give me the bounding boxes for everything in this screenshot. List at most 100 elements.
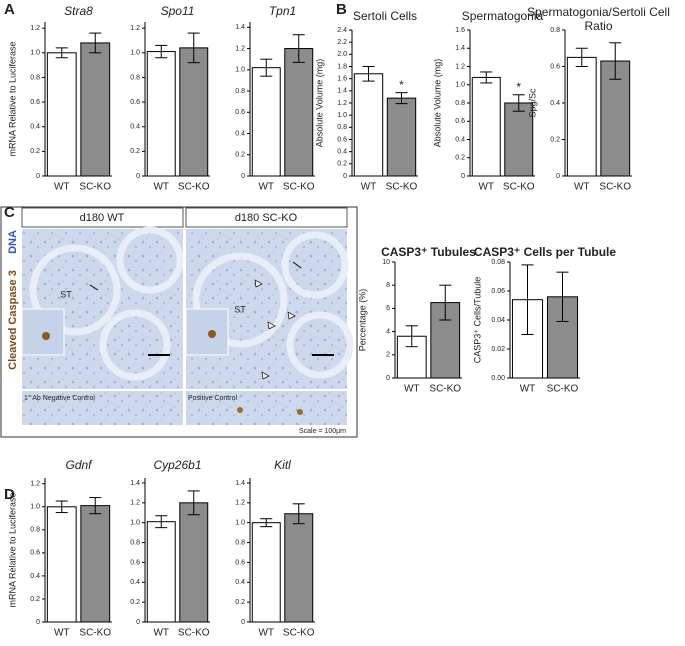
y-tick-label: 1.2 bbox=[30, 481, 40, 488]
x-tick-label: SC-KO bbox=[178, 628, 210, 639]
y-tick-label: 0.8 bbox=[30, 527, 40, 534]
x-tick-label: WT bbox=[54, 182, 70, 193]
y-tick-label: 0.2 bbox=[550, 136, 560, 143]
panel-label: A bbox=[4, 1, 15, 18]
chart-title: CASP3⁺ Cells per Tubule bbox=[474, 245, 616, 259]
y-axis-label: mRNA Relative to Luciferase bbox=[7, 492, 17, 607]
chart-title: Sertoli Cells bbox=[353, 9, 417, 23]
y-tick-label: 0 bbox=[36, 619, 40, 626]
y-tick-label: 1.0 bbox=[30, 504, 40, 511]
y-tick-label: 1.0 bbox=[235, 520, 245, 527]
y-tick-label: 0.08 bbox=[491, 259, 505, 266]
side-label-stain: DNA bbox=[7, 230, 19, 254]
chart-title: Kitl bbox=[274, 458, 291, 472]
y-tick-label: 0.2 bbox=[235, 599, 245, 606]
y-axis-label: Absolute Volume (mg) bbox=[432, 59, 442, 148]
y-tick-label: 0.2 bbox=[30, 596, 40, 603]
x-tick-label: SC-KO bbox=[503, 182, 535, 193]
bar bbox=[386, 97, 417, 177]
y-tick-label: 0.4 bbox=[30, 124, 40, 131]
y-axis-label: Spg/Sc bbox=[527, 88, 537, 118]
error-bar bbox=[260, 58, 273, 77]
y-tick-label: 1.0 bbox=[337, 112, 347, 119]
x-tick-label: SC-KO bbox=[79, 182, 111, 193]
chart-title: CASP3⁺ Tubules bbox=[381, 245, 476, 259]
error-bar bbox=[155, 44, 168, 59]
bar bbox=[179, 47, 209, 177]
y-tick-label: 0.4 bbox=[337, 149, 347, 156]
y-tick-label: 0.4 bbox=[130, 579, 140, 586]
error-bar bbox=[55, 500, 68, 514]
bar bbox=[284, 513, 314, 623]
y-tick-label: 1.4 bbox=[337, 88, 347, 95]
x-tick-label: SC-KO bbox=[283, 628, 315, 639]
panel-label: C bbox=[4, 204, 15, 221]
bar bbox=[471, 76, 501, 177]
x-tick-label: SC-KO bbox=[283, 182, 315, 193]
y-tick-label: 0.02 bbox=[491, 346, 505, 353]
y-tick-label: 0.4 bbox=[130, 124, 140, 131]
bar bbox=[80, 42, 111, 177]
bar bbox=[566, 56, 597, 177]
scale-label: Scale = 100µm bbox=[299, 428, 346, 435]
image-header-box bbox=[21, 207, 184, 228]
y-tick-label: 1.0 bbox=[235, 67, 245, 74]
x-tick-label: SC-KO bbox=[429, 384, 461, 395]
image-title: d180 SC-KO bbox=[235, 212, 298, 224]
chart-title: Spermatogonia/Sertoli Cell Ratio bbox=[527, 5, 670, 33]
control-image bbox=[186, 391, 347, 425]
inset bbox=[21, 308, 65, 356]
y-tick-label: 0.6 bbox=[30, 550, 40, 557]
error-bar bbox=[260, 518, 273, 528]
image-frame bbox=[0, 206, 358, 438]
inset bbox=[185, 308, 229, 356]
y-tick-label: 1.2 bbox=[130, 500, 140, 507]
x-tick-label: WT bbox=[404, 384, 420, 395]
y-tick-label: 1.2 bbox=[30, 25, 40, 32]
chart-title: Gdnf bbox=[65, 458, 93, 472]
stain-dot bbox=[237, 407, 243, 413]
y-tick-label: 1.4 bbox=[235, 480, 245, 487]
control-label: Positive Control bbox=[188, 395, 237, 402]
error-bar bbox=[292, 503, 305, 525]
y-tick-label: 2 bbox=[386, 352, 390, 359]
y-axis-label: Percentage (%) bbox=[357, 289, 367, 352]
arrows bbox=[89, 261, 302, 291]
y-tick-label: 1.4 bbox=[130, 480, 140, 487]
x-tick-label: SC-KO bbox=[178, 182, 210, 193]
stain-dot bbox=[297, 409, 303, 415]
bar bbox=[251, 522, 281, 623]
y-tick-label: 0.4 bbox=[235, 130, 245, 137]
y-tick-label: 1.0 bbox=[455, 82, 465, 89]
bar bbox=[430, 302, 461, 379]
y-tick-label: 0.8 bbox=[30, 74, 40, 81]
x-tick-label: SC-KO bbox=[599, 182, 631, 193]
y-tick-label: 1.2 bbox=[235, 45, 245, 52]
x-tick-label: WT bbox=[258, 628, 274, 639]
y-tick-label: 4 bbox=[386, 328, 390, 335]
y-tick-label: 0.8 bbox=[455, 100, 465, 107]
y-tick-label: 0 bbox=[241, 619, 245, 626]
y-tick-label: 2.0 bbox=[337, 51, 347, 58]
panel-label: B bbox=[336, 1, 347, 18]
bar bbox=[546, 296, 579, 379]
y-tick-label: 0.2 bbox=[130, 148, 140, 155]
bar bbox=[251, 67, 281, 177]
y-axis-label: CASP3⁺ Cells/Tubule bbox=[472, 277, 482, 363]
bar bbox=[284, 48, 314, 177]
x-tick-label: SC-KO bbox=[547, 384, 579, 395]
y-tick-label: 2.4 bbox=[337, 27, 347, 34]
y-tick-label: 0.6 bbox=[550, 63, 560, 70]
bar bbox=[146, 521, 176, 623]
y-tick-label: 0.6 bbox=[337, 136, 347, 143]
error-bar bbox=[362, 66, 375, 82]
y-tick-label: 0.8 bbox=[130, 74, 140, 81]
y-tick-label: 1.8 bbox=[337, 63, 347, 70]
error-bar bbox=[187, 490, 200, 516]
y-tick-label: 0.00 bbox=[491, 375, 505, 382]
error-bar bbox=[480, 71, 493, 84]
error-bar bbox=[55, 47, 68, 59]
y-tick-label: 1.4 bbox=[455, 45, 465, 52]
